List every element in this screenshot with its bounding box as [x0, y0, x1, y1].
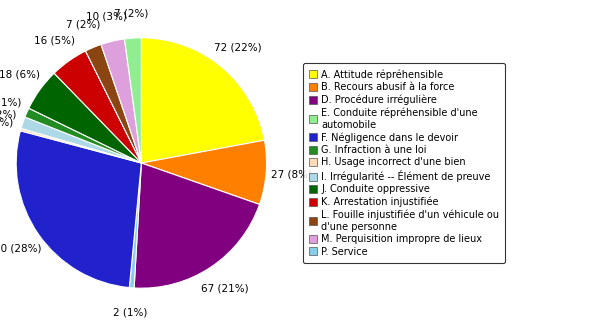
Legend: A. Attitude répréhensible, B. Recours abusif à la force, D. Procédure irrégulièr: A. Attitude répréhensible, B. Recours ab…: [303, 64, 505, 262]
Text: 27 (8%): 27 (8%): [270, 170, 312, 180]
Text: 72 (22%): 72 (22%): [214, 42, 262, 52]
Wedge shape: [25, 108, 141, 163]
Wedge shape: [141, 38, 264, 163]
Text: 67 (21%): 67 (21%): [201, 283, 249, 293]
Text: 90 (28%): 90 (28%): [0, 244, 42, 254]
Text: 16 (5%): 16 (5%): [34, 36, 75, 45]
Text: 7 (2%): 7 (2%): [67, 19, 101, 29]
Wedge shape: [21, 117, 141, 163]
Text: 4 (1%): 4 (1%): [0, 97, 21, 108]
Text: 10 (3%): 10 (3%): [87, 12, 127, 22]
Wedge shape: [29, 73, 141, 163]
Text: 1 (0%): 1 (0%): [0, 118, 14, 128]
Wedge shape: [141, 140, 267, 204]
Text: 5 (2%): 5 (2%): [0, 110, 16, 120]
Wedge shape: [21, 128, 141, 163]
Wedge shape: [54, 51, 141, 163]
Text: 2 (1%): 2 (1%): [112, 308, 147, 318]
Wedge shape: [16, 131, 141, 288]
Wedge shape: [130, 163, 141, 288]
Wedge shape: [101, 39, 141, 163]
Text: 18 (6%): 18 (6%): [0, 70, 40, 80]
Wedge shape: [85, 44, 141, 163]
Wedge shape: [124, 38, 141, 163]
Text: 7 (2%): 7 (2%): [114, 8, 148, 18]
Wedge shape: [134, 163, 260, 288]
